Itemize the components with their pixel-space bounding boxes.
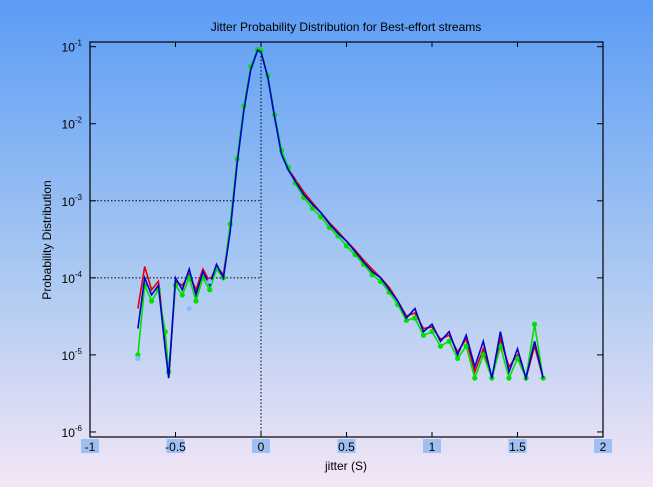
x-tick-highlight [166, 439, 185, 453]
y-tick-base: 10 [62, 272, 76, 286]
x-tick-label: 2 [600, 440, 607, 454]
series-marker [540, 375, 546, 381]
y-tick-label: 10-2 [62, 116, 83, 132]
y-tick-label: 10-1 [62, 39, 83, 55]
series-marker [403, 317, 409, 324]
x-tick-highlight [594, 439, 612, 453]
y-tick-exponent: -4 [75, 270, 83, 279]
x-tick-highlight [252, 439, 270, 453]
x-tick-highlight [81, 439, 99, 453]
y-tick-exponent: -5 [75, 347, 83, 356]
y-tick-base: 10 [62, 426, 76, 440]
y-tick-base: 10 [62, 118, 76, 132]
series-marker [532, 321, 538, 327]
series-marker [420, 332, 427, 338]
x-tick-highlight [337, 439, 356, 453]
series-marker [412, 315, 418, 321]
y-axis-label: Probability Distribution [40, 180, 54, 299]
y-tick-exponent: -1 [75, 39, 83, 48]
y-tick-label: 10-5 [62, 347, 83, 363]
x-axis-label: jitter (S) [324, 459, 367, 473]
y-tick-label: 10-4 [62, 270, 83, 286]
x-tick-label: -0.5 [165, 440, 186, 454]
y-tick-exponent: -2 [75, 116, 83, 125]
series-marker [429, 329, 435, 335]
series-marker [207, 287, 213, 293]
y-tick-label: 10-3 [62, 193, 83, 209]
series-marker [497, 343, 503, 349]
series-marker [514, 355, 521, 362]
y-tick-exponent: -6 [75, 424, 83, 433]
series-marker [472, 375, 478, 381]
series-marker [437, 343, 444, 349]
series-marker [179, 292, 185, 298]
x-tick-label: -1 [85, 440, 96, 454]
series-marker [186, 305, 192, 312]
series-marker [207, 278, 213, 284]
series-marker [135, 355, 141, 362]
x-tick-highlight [508, 439, 527, 453]
series-marker [309, 205, 315, 211]
series-marker [480, 352, 486, 358]
series-marker [343, 243, 350, 249]
y-tick-base: 10 [62, 195, 76, 209]
x-tick-label: 1.5 [509, 440, 526, 454]
series-marker [463, 343, 469, 349]
x-tick-label: 1 [429, 440, 436, 454]
y-tick-exponent: -3 [75, 193, 83, 202]
series-marker [446, 338, 452, 344]
y-tick-label: 10-6 [62, 424, 83, 440]
chart-title: Jitter Probability Distribution for Best… [211, 20, 482, 34]
y-tick-base: 10 [62, 349, 76, 363]
series-marker [506, 375, 512, 381]
series-marker [148, 298, 155, 304]
x-tick-label: 0.5 [338, 440, 355, 454]
x-tick-label: 0 [258, 440, 265, 454]
y-tick-base: 10 [62, 41, 76, 55]
x-tick-highlight [423, 439, 441, 453]
series-line [137, 49, 544, 382]
series-marker [193, 298, 199, 304]
series-marker [455, 355, 461, 362]
series-line [137, 48, 544, 381]
